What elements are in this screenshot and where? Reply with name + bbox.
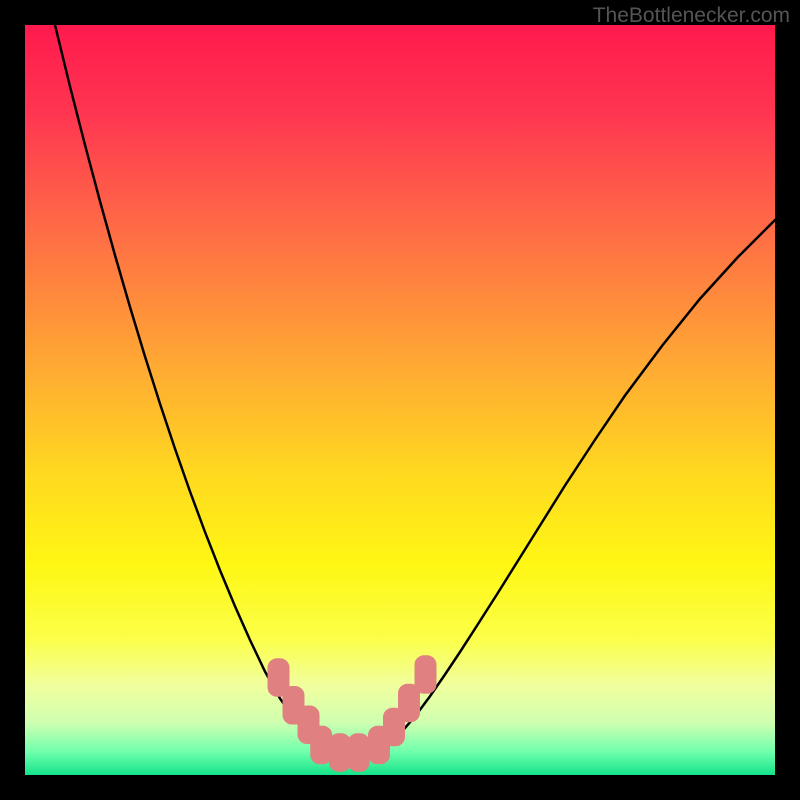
dip-marker <box>348 734 369 772</box>
dip-marker <box>330 734 351 772</box>
chart-svg <box>25 25 775 775</box>
chart-frame: TheBottlenecker.com <box>0 0 800 800</box>
plot-area <box>25 25 775 775</box>
dip-marker <box>311 726 332 764</box>
gradient-background <box>25 25 775 775</box>
dip-marker <box>415 656 436 694</box>
